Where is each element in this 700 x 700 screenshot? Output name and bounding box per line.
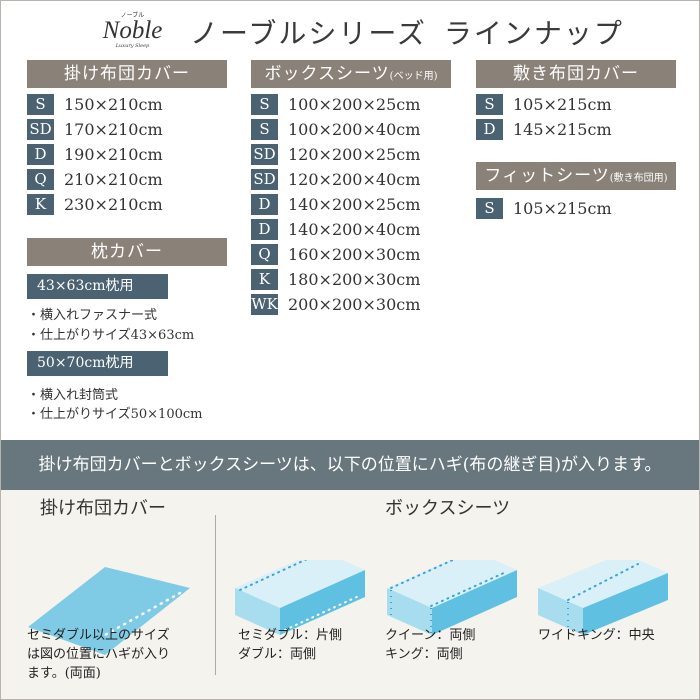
caption-line: ダブル：両側: [238, 647, 317, 662]
size-badge: D: [476, 119, 503, 140]
fitted-title-note: (敷き布団用): [609, 173, 668, 184]
size-dimensions: 105×215cm: [513, 199, 612, 218]
page-title: ノーブルシリーズ ラインナップ: [190, 17, 624, 50]
size-badge: SD: [251, 169, 278, 190]
size-badge: D: [251, 194, 278, 215]
size-badge: K: [251, 269, 278, 290]
caption-line: クイーン：両側: [385, 628, 476, 643]
size-badge: SD: [27, 119, 54, 140]
box-caption-2: クイーン：両側 キング：両側: [385, 626, 475, 664]
pillow-type-2: 50×70cm枕用: [27, 351, 168, 376]
logo-tagline: Luxury Sleep: [115, 43, 150, 49]
box-sheet-wideking: [538, 560, 668, 635]
kake-seam-title: 掛け布団カバー: [40, 498, 166, 519]
size-badge: SD: [251, 144, 278, 165]
size-dimensions: 150×210cm: [64, 95, 163, 114]
size-row: D 140×200×25cm: [251, 194, 420, 215]
pillow-note: ・仕上がりサイズ50×100cm: [27, 407, 203, 422]
box-caption-3: ワイドキング：中央: [538, 626, 655, 645]
size-dimensions: 140×200×40cm: [288, 220, 421, 239]
caption-line: ます。(両面): [27, 666, 101, 681]
size-dimensions: 140×200×25cm: [288, 195, 421, 214]
size-dimensions: 190×210cm: [64, 145, 163, 164]
size-row: Q 160×200×30cm: [251, 244, 420, 265]
pillow-note: ・横入れファスナー式: [27, 308, 158, 323]
size-dimensions: 200×200×30cm: [288, 295, 421, 314]
pillow-header: 枕カバー: [27, 238, 227, 266]
size-badge: S: [476, 198, 503, 219]
size-dimensions: 180×200×30cm: [288, 270, 421, 289]
size-badge: Q: [251, 244, 278, 265]
size-badge: S: [476, 94, 503, 115]
size-row: SD 120×200×40cm: [251, 169, 420, 190]
box-title: ボックスシーツ: [264, 64, 390, 84]
size-row: D 140×200×40cm: [251, 219, 420, 240]
caption-line: は図の位置にハギが入り: [27, 647, 171, 662]
size-badge: WK: [251, 294, 278, 315]
box-sheet-queen: [387, 560, 517, 635]
caption-line: セミダブル以上のサイズ: [27, 628, 170, 643]
kake-caption: セミダブル以上のサイズ は図の位置にハギが入り ます。(両面): [27, 626, 170, 683]
size-badge: D: [27, 144, 54, 165]
size-row: SD 170×210cm: [27, 119, 163, 140]
size-row: K 230×210cm: [27, 194, 163, 215]
logo: ノーブル Noble Luxury Sleep: [95, 10, 170, 49]
pillow-note: ・横入れ封筒式: [27, 388, 119, 403]
size-badge: K: [27, 194, 54, 215]
fitted-title: フィットシーツ: [484, 166, 610, 186]
size-row: D 145×215cm: [476, 119, 612, 140]
size-row: S 150×210cm: [27, 94, 163, 115]
size-row: S 105×215cm: [476, 198, 612, 219]
box-header: ボックスシーツ(ベッド用): [251, 60, 451, 88]
size-badge: S: [27, 94, 54, 115]
size-dimensions: 210×210cm: [64, 170, 163, 189]
size-badge: D: [251, 219, 278, 240]
pillow-note: ・仕上がりサイズ43×63cm: [27, 328, 195, 343]
size-row: D 190×210cm: [27, 144, 163, 165]
size-row: K 180×200×30cm: [251, 269, 420, 290]
shikifuton-header: 敷き布団カバー: [476, 60, 676, 88]
size-dimensions: 100×200×25cm: [288, 95, 421, 114]
logo-brand: Noble: [102, 17, 163, 44]
duvet-illustration: [28, 567, 190, 655]
box-caption-1: セミダブル：片側 ダブル：両側: [238, 626, 342, 664]
seam-banner: 掛け布団カバーとボックスシーツは、以下の位置にハギ(布の継ぎ目)が入ります。: [1, 440, 699, 490]
seam-illustrations: [28, 560, 668, 655]
size-dimensions: 230×210cm: [64, 195, 163, 214]
kakefuton-header: 掛け布団カバー: [27, 60, 227, 88]
size-row: Q 210×210cm: [27, 169, 163, 190]
pillow-type-1: 43×63cm枕用: [27, 274, 168, 299]
size-dimensions: 120×200×25cm: [288, 145, 421, 164]
size-dimensions: 145×215cm: [513, 120, 612, 139]
size-row: WK 200×200×30cm: [251, 294, 420, 315]
size-badge: Q: [27, 169, 54, 190]
size-dimensions: 100×200×40cm: [288, 120, 421, 139]
size-dimensions: 170×210cm: [64, 120, 163, 139]
box-sheet-semidouble: [235, 560, 365, 635]
size-dimensions: 160×200×30cm: [288, 245, 421, 264]
caption-line: ワイドキング：中央: [538, 628, 655, 643]
size-badge: S: [251, 94, 278, 115]
size-dimensions: 120×200×40cm: [288, 170, 421, 189]
box-title-note: (ベッド用): [389, 71, 438, 82]
size-row: S 105×215cm: [476, 94, 612, 115]
size-row: SD 120×200×25cm: [251, 144, 420, 165]
box-seam-title: ボックスシーツ: [385, 498, 511, 519]
size-row: S 100×200×40cm: [251, 119, 420, 140]
size-badge: S: [251, 119, 278, 140]
caption-line: キング：両側: [385, 647, 463, 662]
caption-line: セミダブル：片側: [238, 628, 343, 643]
fitted-header: フィットシーツ(敷き布団用): [476, 162, 676, 190]
divider: [215, 515, 216, 675]
logo-ruby: ノーブル: [120, 12, 145, 19]
size-row: S 100×200×25cm: [251, 94, 420, 115]
size-dimensions: 105×215cm: [513, 95, 612, 114]
